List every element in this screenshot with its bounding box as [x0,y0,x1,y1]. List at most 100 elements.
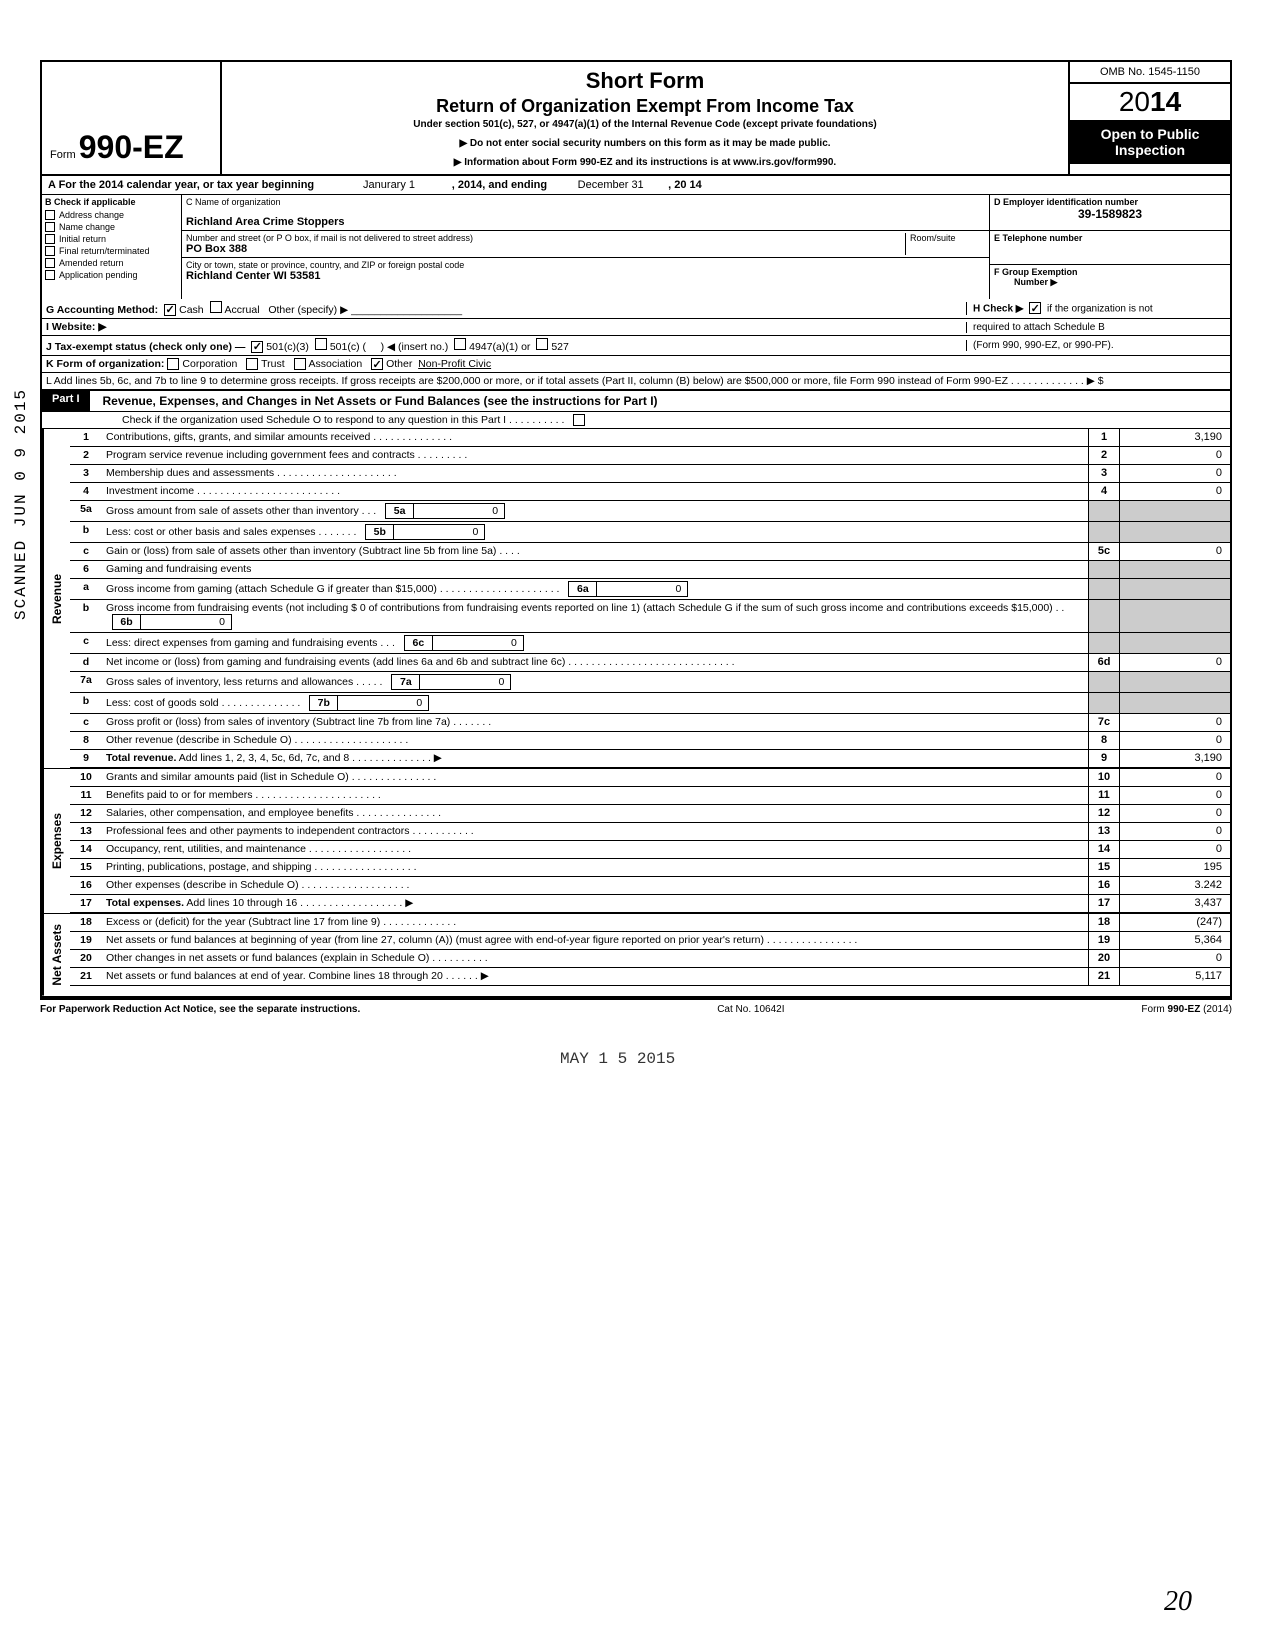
line-number: 8 [70,732,102,749]
chk-address-change[interactable]: Address change [42,209,181,221]
netassets-section: Net Assets 18Excess or (deficit) for the… [42,914,1230,998]
line-c: cGain or (loss) from sale of assets othe… [70,543,1230,561]
amount-number: 19 [1088,932,1120,949]
line-k: K Form of organization: Corporation Trus… [42,356,1230,373]
chk-527[interactable] [536,338,548,350]
sub-line-value: 0 [338,696,428,710]
chk-cash[interactable]: ✓ [164,304,176,316]
line-14: 14Occupancy, rent, utilities, and mainte… [70,841,1230,859]
amount-number: 9 [1088,750,1120,767]
amount-number [1088,522,1120,542]
line-c: cGross profit or (loss) from sales of in… [70,714,1230,732]
expenses-section: Expenses 10Grants and similar amounts pa… [42,769,1230,914]
header-row: Form 990-EZ Short Form Return of Organiz… [42,62,1230,176]
amount-value: 0 [1120,447,1230,464]
line-number: 4 [70,483,102,500]
amount-value: 5,117 [1120,968,1230,985]
org-name: Richland Area Crime Stoppers [186,216,985,228]
line-12: 12Salaries, other compensation, and empl… [70,805,1230,823]
line-21: 21Net assets or fund balances at end of … [70,968,1230,986]
amount-number: 6d [1088,654,1120,671]
org-address: PO Box 388 [186,243,905,255]
org-city: Richland Center WI 53581 [186,270,985,282]
amount-value: 0 [1120,465,1230,482]
amount-value: 0 [1120,823,1230,840]
amount-number: 8 [1088,732,1120,749]
line-number: 16 [70,877,102,894]
c-addr-label: Number and street (or P O box, if mail i… [186,233,905,243]
line-text: Gross sales of inventory, less returns a… [102,672,1088,692]
line-number: b [70,522,102,542]
sub-amount-box: 7b0 [309,695,429,711]
e-label: E Telephone number [994,233,1226,243]
line-text: Occupancy, rent, utilities, and maintena… [102,841,1088,858]
footer: For Paperwork Reduction Act Notice, see … [40,1000,1232,1019]
amount-number: 11 [1088,787,1120,804]
sub-amount-box: 6c0 [404,635,524,651]
chk-501c3[interactable]: ✓ [251,341,263,353]
amount-number [1088,501,1120,521]
amount-number [1088,693,1120,713]
scanned-stamp: SCANNED JUN 0 9 2015 [12,388,30,620]
line-text: Less: cost of goods sold . . . . . . . .… [102,693,1088,713]
amount-value: 0 [1120,805,1230,822]
tax-year: 2014 [1070,84,1230,120]
chk-final-return[interactable]: Final return/terminated [42,245,181,257]
line-13: 13Professional fees and other payments t… [70,823,1230,841]
form-number-cell: Form 990-EZ [42,62,222,174]
omb-cell: OMB No. 1545-1150 2014 Open to PublicIns… [1070,62,1230,174]
chk-other-org[interactable]: ✓ [371,358,383,370]
h-cont2: (Form 990, 990-EZ, or 990-PF). [966,340,1226,351]
line-text: Printing, publications, postage, and shi… [102,859,1088,876]
sub-amount-box: 6a0 [568,581,688,597]
amount-value: 3,437 [1120,895,1230,912]
chk-name-change[interactable]: Name change [42,221,181,233]
chk-4947[interactable] [454,338,466,350]
footer-right: Form 990-EZ (2014) [1141,1004,1232,1015]
chk-accrual[interactable] [210,301,222,313]
amount-value [1120,561,1230,578]
amount-number: 2 [1088,447,1120,464]
b-label: B Check if applicable [42,195,181,209]
sub-line-value: 0 [394,525,484,539]
sub-line-number: 6b [113,615,141,629]
amount-number: 3 [1088,465,1120,482]
line-g-h: G Accounting Method: ✓Cash Accrual Other… [42,299,1230,319]
line-number: 5a [70,501,102,521]
sub-line-number: 5b [366,525,394,539]
signature: 20 [1164,1586,1192,1618]
chk-501c[interactable] [315,338,327,350]
sub-amount-box: 6b0 [112,614,232,630]
chk-schedule-o[interactable] [573,414,585,426]
amount-value: 0 [1120,654,1230,671]
line-text: Other changes in net assets or fund bala… [102,950,1088,967]
form-warn: ▶ Do not enter social security numbers o… [232,138,1058,149]
part1-title: Revenue, Expenses, and Changes in Net As… [100,391,1230,411]
line-text: Gain or (loss) from sale of assets other… [102,543,1088,560]
line-number: 12 [70,805,102,822]
amount-value: (247) [1120,914,1230,931]
line-number: 7a [70,672,102,692]
form-number: 990-EZ [79,129,184,165]
amount-value: 0 [1120,769,1230,786]
amount-value [1120,672,1230,692]
line-18: 18Excess or (deficit) for the year (Subt… [70,914,1230,932]
line-b: bLess: cost of goods sold . . . . . . . … [70,693,1230,714]
line-20: 20Other changes in net assets or fund ba… [70,950,1230,968]
other-org-value: Non-Profit Civic [418,358,491,370]
line-text: Gross profit or (loss) from sales of inv… [102,714,1088,731]
amount-number [1088,633,1120,653]
section-c: C Name of organization Richland Area Cri… [182,195,990,299]
chk-amended-return[interactable]: Amended return [42,257,181,269]
footer-left: For Paperwork Reduction Act Notice, see … [40,1004,360,1015]
chk-trust[interactable] [246,358,258,370]
chk-application-pending[interactable]: Application pending [42,269,181,281]
chk-initial-return[interactable]: Initial return [42,233,181,245]
chk-corp[interactable] [167,358,179,370]
chk-schedule-b[interactable]: ✓ [1029,302,1041,314]
sub-amount-box: 7a0 [391,674,511,690]
chk-assoc[interactable] [294,358,306,370]
amount-number: 16 [1088,877,1120,894]
line-number: b [70,600,102,632]
section-b-c-d-e-f: B Check if applicable Address change Nam… [42,195,1230,299]
